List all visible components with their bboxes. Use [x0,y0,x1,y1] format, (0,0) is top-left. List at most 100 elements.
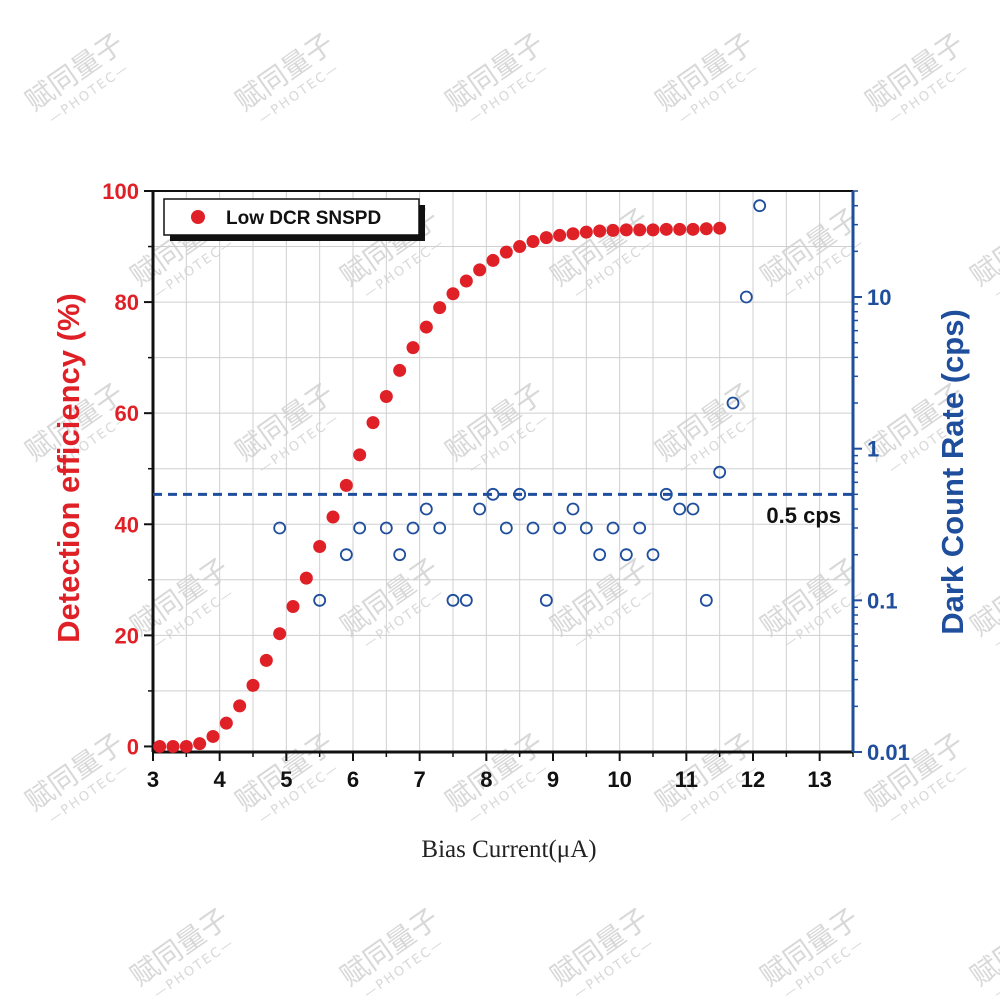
y-left-tick-label: 40 [115,512,139,537]
x-tick-label: 5 [280,767,292,792]
efficiency-point [273,627,287,641]
dark-count-point [659,487,673,501]
watermark-tile: 赋同量子—PHOTEC— [439,727,553,827]
efficiency-point [499,245,513,259]
watermark-tile: 赋同量子—PHOTEC— [19,727,133,827]
watermark-tile: 赋同量子—PHOTEC— [754,552,868,652]
efficiency-point [433,301,447,315]
efficiency-point [526,235,540,249]
efficiency-point [246,678,260,692]
efficiency-point [353,448,367,462]
y-left-tick-label: 20 [115,623,139,648]
dark-count-point [699,593,713,607]
dark-count-point [579,521,593,535]
efficiency-point [473,263,487,277]
watermark-tile: 赋同量子—PHOTEC— [229,27,343,127]
watermark-tile: 赋同量子—PHOTEC— [439,27,553,127]
x-tick-label: 7 [414,767,426,792]
watermark-tile: 赋同量子—PHOTEC— [964,202,1000,302]
efficiency-point [219,716,233,730]
efficiency-point [193,737,207,751]
dark-count-point [513,487,527,501]
efficiency-point [446,287,460,301]
efficiency-point [673,222,687,236]
efficiency-point [513,240,527,254]
y-right-tick-label: 0.01 [867,740,910,765]
efficiency-point [619,223,633,237]
y-left-tick-label: 60 [115,401,139,426]
x-tick-label: 11 [675,767,698,792]
efficiency-point [713,221,727,235]
watermark-tile: 赋同量子—PHOTEC— [754,202,868,302]
watermark-tile: 赋同量子—PHOTEC— [544,202,658,302]
dark-count-point [526,521,540,535]
y-right-tick-label: 1 [867,437,879,462]
watermark-tile: 赋同量子—PHOTEC— [544,902,658,1000]
efficiency-point [566,227,580,241]
dark-count-point [379,521,393,535]
dark-count-point [606,521,620,535]
efficiency-point [313,539,327,553]
y-left-tick-label: 0 [127,734,139,759]
x-tick-label: 3 [147,767,159,792]
dark-count-point [419,502,433,516]
efficiency-point [606,223,620,237]
efficiency-point [406,341,420,355]
dark-count-point [633,521,647,535]
x-tick-label: 13 [807,767,831,792]
efficiency-point [686,222,700,236]
watermark-tile: 赋同量子—PHOTEC— [334,552,448,652]
watermark-tile: 赋同量子—PHOTEC— [229,377,343,477]
dark-count-point [393,548,407,562]
x-tick-label: 8 [480,767,492,792]
watermark-tile: 赋同量子—PHOTEC— [754,902,868,1000]
dark-count-point [313,593,327,607]
y-axis-right-title: Dark Count Rate (cps) [935,309,970,635]
legend-marker [191,210,205,224]
dark-count-point [593,548,607,562]
watermark-brand: 赋同量子 [964,202,1000,293]
watermark-tile: 赋同量子—PHOTEC— [19,27,133,127]
reference-line-label: 0.5 cps [766,503,841,528]
y-right-tick-label: 0.1 [867,588,898,613]
dark-count-point [459,593,473,607]
legend-box [163,198,420,236]
efficiency-point [659,222,673,236]
dark-count-point [739,290,753,304]
x-tick-label: 10 [607,767,631,792]
efficiency-point [419,320,433,334]
dark-count-point [339,548,353,562]
efficiency-point [233,699,247,713]
x-tick-label: 12 [741,767,765,792]
watermark-tile: 赋同量子—PHOTEC— [649,27,763,127]
dark-count-point [753,199,767,213]
dark-count-point [619,548,633,562]
efficiency-point [326,510,340,524]
efficiency-point [393,363,407,377]
dark-count-point [539,593,553,607]
dark-count-point [566,502,580,516]
dark-count-point [433,521,447,535]
y-left-tick-label: 100 [102,179,139,204]
dark-count-series [273,199,767,607]
axes: 3 4 5 6 7 8 9 10 11 12 13 0 20 40 60 80 100 0.01 0.1 1 10 [102,179,910,792]
dark-count-point [673,502,687,516]
efficiency-point [553,228,567,242]
watermark-tile: 赋同量子—PHOTEC— [334,902,448,1000]
dark-count-point [486,487,500,501]
dark-count-point [499,521,513,535]
efficiency-point [259,653,273,667]
dark-count-point [406,521,420,535]
efficiency-series [153,221,727,753]
watermark-tile: 赋同量子—PHOTEC— [124,552,238,652]
efficiency-point [699,222,713,236]
efficiency-point [486,253,500,267]
efficiency-point [633,223,647,237]
y-left-tick-label: 80 [115,290,139,315]
dark-count-point [646,548,660,562]
watermark-tile: 赋同量子—PHOTEC— [649,377,763,477]
watermark-tile: 赋同量子—PHOTEC— [439,377,553,477]
legend-label: Low DCR SNSPD [226,208,381,229]
dark-count-point [446,593,460,607]
